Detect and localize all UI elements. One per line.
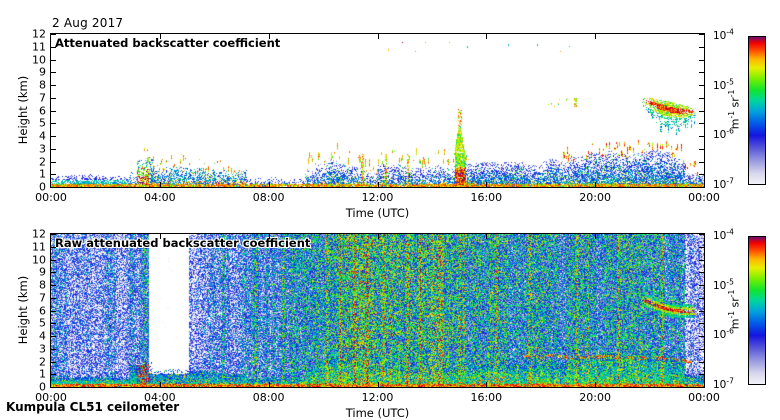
y-axis-title-top: Height (km): [16, 75, 30, 144]
colorbar-unit-label: m-1 sr-1: [726, 289, 742, 329]
x-tick-label: 08:00: [252, 391, 285, 404]
y-tick-label: 10: [32, 53, 46, 66]
y-tick-label: 0: [39, 180, 46, 194]
x-tick-label: 16:00: [470, 191, 503, 204]
colorbar-tick-label: 10-7: [713, 376, 734, 391]
colorbar-bottom: [748, 236, 766, 385]
x-tick-label: 12:00: [361, 191, 394, 204]
x-tick-label: 20:00: [579, 191, 612, 204]
y-tick-label: 11: [32, 40, 46, 54]
footer-caption: Kumpula CL51 ceilometer: [6, 400, 180, 414]
y-tick-label: 11: [32, 240, 46, 254]
y-tick-label: 10: [32, 253, 46, 266]
colorbar-top: [748, 36, 766, 185]
x-axis-title-bottom: Time (UTC): [345, 406, 410, 420]
x-tick-label: 00:00: [688, 391, 720, 404]
colorbar-gradient-bottom: [749, 237, 765, 384]
y-tick-label: 12: [32, 27, 46, 41]
colorbar-tick-label: 10-7: [713, 176, 734, 191]
x-tick-label: 20:00: [579, 391, 612, 404]
colorbar-tick-label: 10-4: [713, 27, 734, 42]
y-tick-label: 2: [39, 155, 46, 168]
colorbar-unit-label: m-1 sr-1: [726, 89, 742, 129]
x-tick-label: 04:00: [143, 191, 176, 204]
y-axis-title-bottom: Height (km): [16, 275, 30, 344]
heatmap-canvas-attenuated: [51, 34, 704, 187]
y-tick-label: 1: [39, 367, 46, 381]
panel-attenuated-backscatter: Attenuated backscatter coefficient: [50, 33, 705, 188]
date-label: 2 Aug 2017: [52, 16, 124, 30]
colorbar-gradient-top: [749, 37, 765, 184]
heatmap-canvas-raw: [51, 234, 704, 387]
x-tick-label: 16:00: [470, 391, 503, 404]
y-tick-label: 0: [39, 380, 46, 394]
y-tick-label: 12: [32, 227, 46, 241]
y-tick-label: 2: [39, 355, 46, 368]
x-tick-label: 08:00: [252, 191, 285, 204]
x-tick-label: 00:00: [688, 191, 720, 204]
x-tick-label: 00:00: [35, 191, 67, 204]
colorbar-tick-label: 10-4: [713, 227, 734, 242]
y-tick-label: 1: [39, 167, 46, 181]
x-axis-title-top: Time (UTC): [345, 206, 410, 220]
panel-raw-attenuated-backscatter: Raw attenuated backscatter coefficient: [50, 233, 705, 388]
x-tick-label: 12:00: [361, 391, 394, 404]
